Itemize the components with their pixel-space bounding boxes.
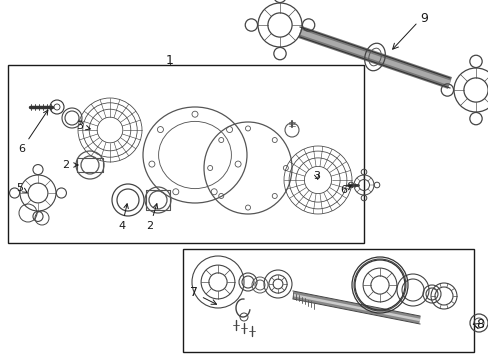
Text: 2: 2 (62, 160, 78, 170)
Text: 3: 3 (76, 121, 90, 131)
Text: 6: 6 (340, 185, 350, 195)
Text: 7: 7 (190, 287, 216, 304)
Bar (8, 65, 363, 243)
Bar (183, 249, 473, 352)
Text: 2: 2 (146, 204, 157, 231)
Text: 8: 8 (475, 319, 483, 332)
Text: 1: 1 (166, 54, 174, 67)
Text: 3: 3 (313, 171, 320, 181)
Text: 4: 4 (118, 204, 128, 231)
Text: 9: 9 (419, 12, 427, 24)
Text: 5: 5 (17, 183, 27, 193)
Text: 6: 6 (19, 110, 48, 154)
